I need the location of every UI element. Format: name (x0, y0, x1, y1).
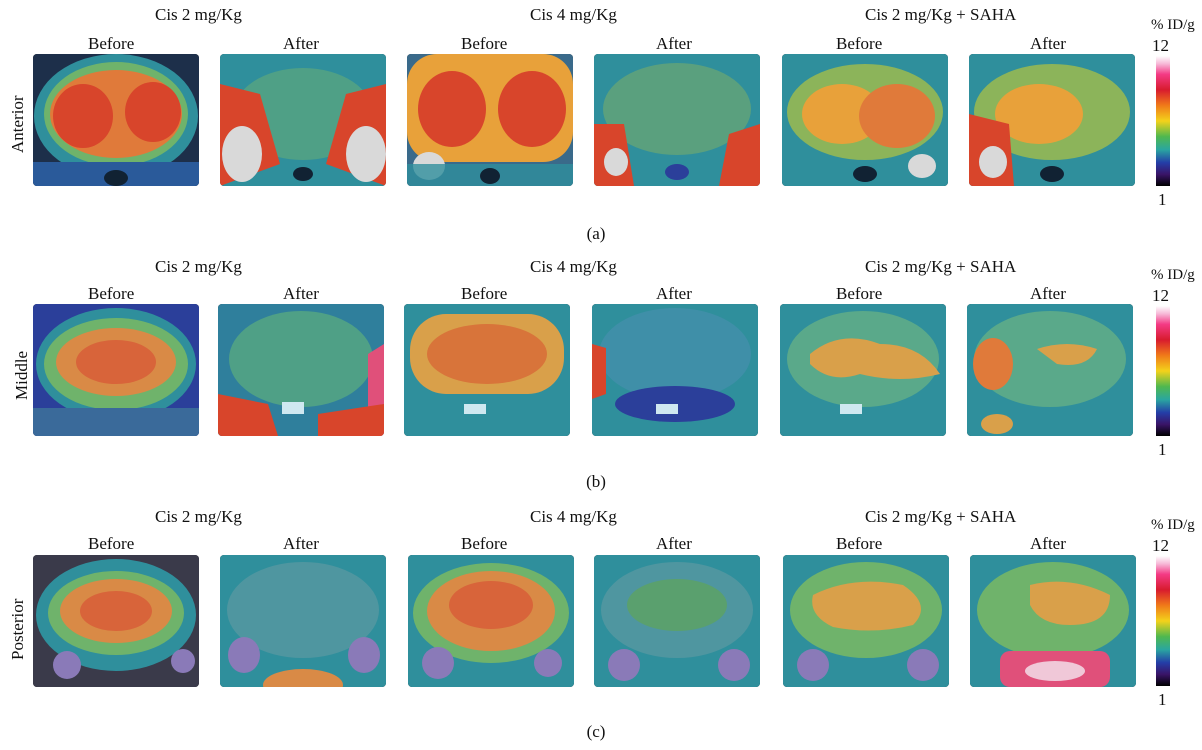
subtitle-after: After (1030, 34, 1066, 53)
row-label-anterior: Anterior (8, 95, 27, 153)
scale-max-label: 12 (1152, 286, 1169, 305)
panel-middle: Cis 2 mg/Kg Cis 4 mg/Kg Cis 2 mg/Kg + SA… (0, 250, 1202, 496)
group-title-cis4: Cis 4 mg/Kg (530, 257, 617, 276)
row-label-middle: Middle (12, 350, 31, 400)
scale-min-label: 1 (1158, 440, 1167, 459)
group-title-cis2-saha: Cis 2 mg/Kg + SAHA (865, 507, 1017, 526)
group-title-cis2-saha: Cis 2 mg/Kg + SAHA (865, 5, 1017, 24)
pet-scan-image (407, 54, 573, 186)
subtitle-after: After (656, 34, 692, 53)
scale-unit-label: % ID/g (1151, 517, 1195, 533)
pet-scan-image (592, 304, 758, 436)
pet-scan-image (969, 54, 1135, 186)
subtitle-before: Before (836, 34, 883, 53)
pet-scan-image (594, 54, 760, 186)
panel-caption: (a) (586, 224, 606, 243)
group-title-cis4: Cis 4 mg/Kg (530, 507, 617, 526)
subtitle-before: Before (461, 34, 508, 53)
subtitle-before: Before (88, 34, 135, 53)
pet-scan-image (33, 304, 199, 436)
subtitle-before: Before (88, 284, 135, 303)
panel-anterior: Cis 2 mg/Kg Cis 4 mg/Kg Cis 2 mg/Kg + SA… (0, 0, 1202, 246)
pet-scan-image (220, 54, 386, 186)
subtitle-before: Before (836, 284, 883, 303)
pet-scan-image (408, 555, 574, 687)
pet-scan-image (220, 555, 386, 687)
pet-scan-image (33, 555, 199, 687)
pet-scan-image (33, 54, 199, 186)
colorbar (1156, 556, 1170, 686)
pet-scan-image (783, 555, 949, 687)
group-title-cis2: Cis 2 mg/Kg (155, 5, 242, 24)
pet-scan-image (967, 304, 1133, 436)
scale-min-label: 1 (1158, 690, 1167, 709)
subtitle-after: After (1030, 284, 1066, 303)
group-title-cis2: Cis 2 mg/Kg (155, 507, 242, 526)
scale-unit-label: % ID/g (1151, 267, 1195, 283)
subtitle-before: Before (461, 284, 508, 303)
subtitle-after: After (656, 534, 692, 553)
subtitle-before: Before (88, 534, 135, 553)
group-title-cis2: Cis 2 mg/Kg (155, 257, 242, 276)
colorbar (1156, 306, 1170, 436)
subtitle-after: After (283, 34, 319, 53)
subtitle-after: After (283, 284, 319, 303)
subtitle-after: After (1030, 534, 1066, 553)
panel-caption: (b) (586, 472, 606, 491)
pet-scan-image (780, 304, 946, 436)
panel-caption: (c) (586, 722, 606, 741)
colorbar (1156, 56, 1170, 186)
subtitle-after: After (656, 284, 692, 303)
pet-scan-image (594, 555, 760, 687)
subtitle-before: Before (461, 534, 508, 553)
pet-scan-image (218, 304, 384, 436)
panel-posterior: Cis 2 mg/Kg Cis 4 mg/Kg Cis 2 mg/Kg + SA… (0, 500, 1202, 746)
group-title-cis2-saha: Cis 2 mg/Kg + SAHA (865, 257, 1017, 276)
scale-max-label: 12 (1152, 536, 1169, 555)
scale-min-label: 1 (1158, 190, 1167, 209)
scale-unit-label: % ID/g (1151, 17, 1195, 33)
group-title-cis4: Cis 4 mg/Kg (530, 5, 617, 24)
subtitle-after: After (283, 534, 319, 553)
scale-max-label: 12 (1152, 36, 1169, 55)
pet-scan-image (404, 304, 570, 436)
row-label-posterior: Posterior (8, 598, 27, 660)
pet-scan-image (970, 555, 1136, 687)
subtitle-before: Before (836, 534, 883, 553)
pet-scan-image (782, 54, 948, 186)
